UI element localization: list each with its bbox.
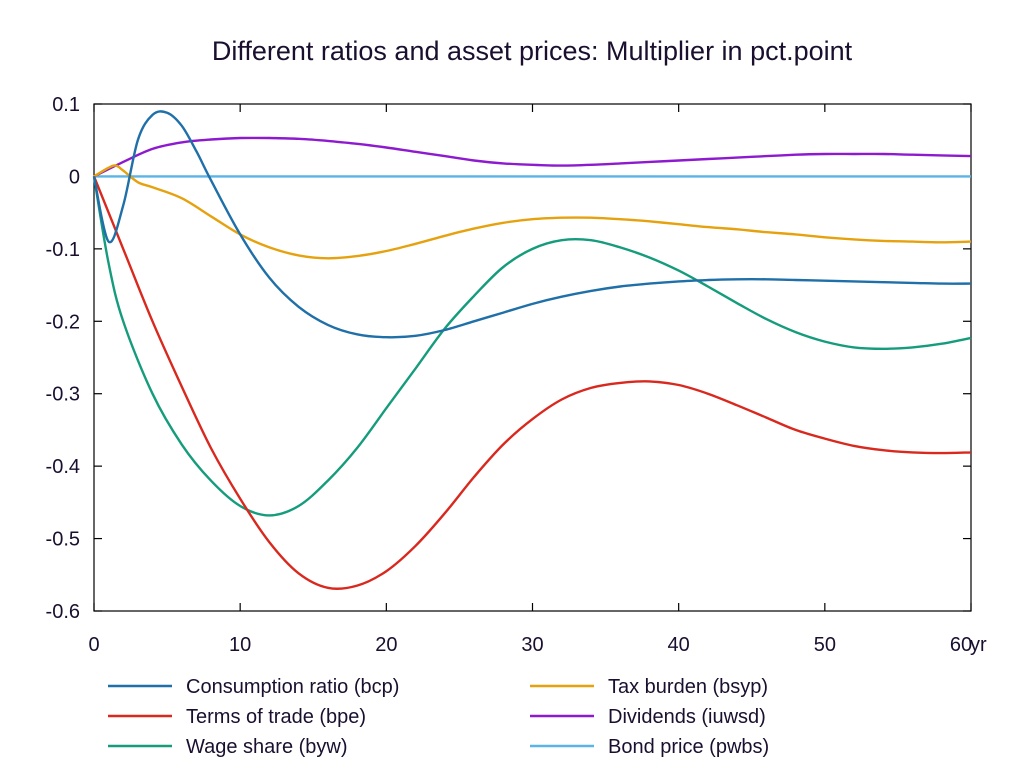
x-axis-unit-label: yr — [970, 634, 987, 656]
x-tick-label: 20 — [375, 634, 397, 656]
legend: Consumption ratio (bcp) Terms of trade (b… — [108, 676, 769, 758]
plot-border — [93, 103, 972, 612]
y-tick-label: -0.1 — [46, 239, 80, 261]
legend-label: Consumption ratio (bcp) — [186, 676, 399, 698]
series-line-3 — [93, 164, 972, 260]
x-tick-label: 40 — [668, 634, 690, 656]
y-tick-label: -0.2 — [46, 311, 80, 333]
legend-label: Wage share (byw) — [186, 736, 348, 758]
plot-area — [93, 103, 972, 612]
x-tick-label: 50 — [814, 634, 836, 656]
chart-title: Different ratios and asset prices: Multi… — [212, 36, 853, 66]
series-lines — [92, 110, 972, 590]
y-tick-label: -0.3 — [46, 384, 80, 406]
series-line-4 — [93, 136, 972, 178]
x-tick-label: 0 — [88, 634, 99, 656]
y-axis: 0.1 0 -0.1 -0.2 -0.3 -0.4 -0.5 -0.6 — [46, 94, 971, 623]
legend-label: Terms of trade (bpe) — [186, 706, 366, 728]
y-tick-label: 0 — [69, 166, 80, 188]
y-tick-label: -0.6 — [46, 601, 80, 623]
series-line-1 — [92, 175, 972, 590]
x-tick-label: 30 — [521, 634, 543, 656]
legend-label: Bond price (pwbs) — [608, 736, 769, 758]
legend-label: Tax burden (bsyp) — [608, 676, 768, 698]
x-tick-label: 60 — [950, 634, 972, 656]
x-tick-label: 10 — [229, 634, 251, 656]
y-tick-label: -0.5 — [46, 529, 80, 551]
series-line-2 — [92, 176, 972, 517]
y-tick-label: 0.1 — [52, 94, 80, 116]
series-line-0 — [92, 110, 972, 339]
legend-label: Dividends (iuwsd) — [608, 706, 766, 728]
y-tick-label: -0.4 — [46, 456, 80, 478]
